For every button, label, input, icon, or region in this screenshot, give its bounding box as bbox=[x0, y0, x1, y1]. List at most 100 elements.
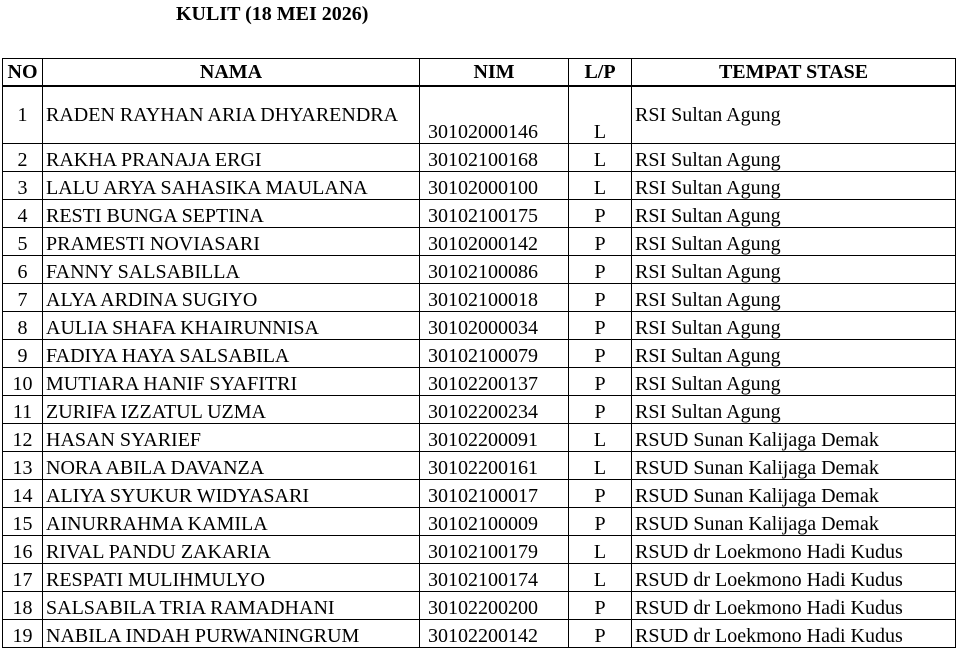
table-row: 11 ZURIFA IZZATUL UZMA 30102200234 P RSI Sul… bbox=[2, 395, 956, 424]
row-number: 12 bbox=[2, 423, 43, 452]
table-row: 19 NABILA INDAH PURWANINGRUM 30102200142 P R… bbox=[2, 619, 956, 648]
student-name: RADEN RAYHAN ARIA DHYARENDRA bbox=[42, 85, 420, 144]
student-name: HASAN SYARIEF bbox=[42, 423, 420, 452]
student-name: ALIYA SYUKUR WIDYASARI bbox=[42, 479, 420, 508]
student-id: 30102100168 bbox=[419, 143, 569, 172]
row-number: 11 bbox=[2, 395, 43, 424]
student-name: FANNY SALSABILLA bbox=[42, 255, 420, 284]
gender: P bbox=[568, 479, 632, 508]
placement: RSI Sultan Agung bbox=[631, 339, 956, 368]
placement: RSI Sultan Agung bbox=[631, 199, 956, 228]
placement: RSI Sultan Agung bbox=[631, 395, 956, 424]
placement: RSI Sultan Agung bbox=[631, 283, 956, 312]
student-id: 30102100018 bbox=[419, 283, 569, 312]
student-name: PRAMESTI NOVIASARI bbox=[42, 227, 420, 256]
header-cell: NAMA bbox=[42, 58, 420, 87]
table-row: 10 MUTIARA HANIF SYAFITRI 30102200137 P RSI … bbox=[2, 367, 956, 396]
student-id: 30102200234 bbox=[419, 395, 569, 424]
gender: L bbox=[568, 171, 632, 200]
row-number: 2 bbox=[2, 143, 43, 172]
student-name: MUTIARA HANIF SYAFITRI bbox=[42, 367, 420, 396]
student-name: AINURRAHMA KAMILA bbox=[42, 507, 420, 536]
table-row: 14 ALIYA SYUKUR WIDYASARI 30102100017 P RSUD… bbox=[2, 479, 956, 508]
placement: RSUD dr Loekmono Hadi Kudus bbox=[631, 563, 956, 592]
table-row: 18 SALSABILA TRIA RAMADHANI 30102200200 P RS… bbox=[2, 591, 956, 620]
row-number: 8 bbox=[2, 311, 43, 340]
placement: RSUD dr Loekmono Hadi Kudus bbox=[631, 619, 956, 648]
table-row: 16 RIVAL PANDU ZAKARIA 30102100179 L RSUD dr… bbox=[2, 535, 956, 564]
row-number: 15 bbox=[2, 507, 43, 536]
student-name: ZURIFA IZZATUL UZMA bbox=[42, 395, 420, 424]
table-row: 12 HASAN SYARIEF 30102200091 L RSUD Sunan Ka… bbox=[2, 423, 956, 452]
student-name: RAKHA PRANAJA ERGI bbox=[42, 143, 420, 172]
row-number: 5 bbox=[2, 227, 43, 256]
student-id: 30102000034 bbox=[419, 311, 569, 340]
gender: P bbox=[568, 199, 632, 228]
placement: RSUD dr Loekmono Hadi Kudus bbox=[631, 535, 956, 564]
table-row: 13 NORA ABILA DAVANZA 30102200161 L RSUD Sun… bbox=[2, 451, 956, 480]
gender: P bbox=[568, 395, 632, 424]
row-number: 14 bbox=[2, 479, 43, 508]
student-name: FADIYA HAYA SALSABILA bbox=[42, 339, 420, 368]
gender: L bbox=[568, 451, 632, 480]
title: KULIT (18 MEI 2026) bbox=[176, 3, 369, 25]
student-id: 30102000100 bbox=[419, 171, 569, 200]
table-row: 9 FADIYA HAYA SALSABILA 30102100079 P RSI Su… bbox=[2, 339, 956, 368]
placement: RSUD Sunan Kalijaga Demak bbox=[631, 479, 956, 508]
gender: L bbox=[568, 143, 632, 172]
gender: P bbox=[568, 507, 632, 536]
student-name: RESTI BUNGA SEPTINA bbox=[42, 199, 420, 228]
gender: L bbox=[568, 563, 632, 592]
student-id: 30102100179 bbox=[419, 535, 569, 564]
student-name: NORA ABILA DAVANZA bbox=[42, 451, 420, 480]
table-row: 1 RADEN RAYHAN ARIA DHYARENDRA 30102000146… bbox=[2, 85, 956, 144]
placement: RSI Sultan Agung bbox=[631, 255, 956, 284]
header-cell: NO bbox=[2, 58, 43, 87]
student-id: 30102000142 bbox=[419, 227, 569, 256]
student-id: 30102100079 bbox=[419, 339, 569, 368]
student-name: ALYA ARDINA SUGIYO bbox=[42, 283, 420, 312]
placement: RSUD Sunan Kalijaga Demak bbox=[631, 451, 956, 480]
student-id: 30102200091 bbox=[419, 423, 569, 452]
student-id: 30102200137 bbox=[419, 367, 569, 396]
row-number: 4 bbox=[2, 199, 43, 228]
table-row: 2 RAKHA PRANAJA ERGI 30102100168 L RSI Sulta… bbox=[2, 143, 956, 172]
student-table: NO NAMA NIM L/P TEMPAT STASE 1 RADEN RAYHAN A… bbox=[2, 58, 956, 648]
header-row: NO NAMA NIM L/P TEMPAT STASE bbox=[2, 58, 956, 87]
student-id: 30102100017 bbox=[419, 479, 569, 508]
header-cell: L/P bbox=[568, 58, 632, 87]
student-name: AULIA SHAFA KHAIRUNNISA bbox=[42, 311, 420, 340]
gender: P bbox=[568, 367, 632, 396]
row-number: 10 bbox=[2, 367, 43, 396]
student-id: 30102100174 bbox=[419, 563, 569, 592]
gender: P bbox=[568, 591, 632, 620]
gender: L bbox=[568, 85, 632, 144]
table-row: 15 AINURRAHMA KAMILA 30102100009 P RSUD Suna… bbox=[2, 507, 956, 536]
table-row: 17 RESPATI MULIHMULYO 30102100174 L RSUD dr … bbox=[2, 563, 956, 592]
placement: RSI Sultan Agung bbox=[631, 171, 956, 200]
row-number: 18 bbox=[2, 591, 43, 620]
row-number: 19 bbox=[2, 619, 43, 648]
placement: RSI Sultan Agung bbox=[631, 367, 956, 396]
student-id: 30102100009 bbox=[419, 507, 569, 536]
student-id: 30102100175 bbox=[419, 199, 569, 228]
row-number: 17 bbox=[2, 563, 43, 592]
gender: P bbox=[568, 311, 632, 340]
gender: P bbox=[568, 227, 632, 256]
placement: RSI Sultan Agung bbox=[631, 311, 956, 340]
student-id: 30102200200 bbox=[419, 591, 569, 620]
student-name: NABILA INDAH PURWANINGRUM bbox=[42, 619, 420, 648]
gender: P bbox=[568, 619, 632, 648]
row-number: 9 bbox=[2, 339, 43, 368]
row-number: 1 bbox=[2, 85, 43, 144]
student-id: 30102100086 bbox=[419, 255, 569, 284]
row-number: 16 bbox=[2, 535, 43, 564]
table-row: 8 AULIA SHAFA KHAIRUNNISA 30102000034 P RSI … bbox=[2, 311, 956, 340]
gender: P bbox=[568, 283, 632, 312]
placement: RSI Sultan Agung bbox=[631, 143, 956, 172]
student-name: RIVAL PANDU ZAKARIA bbox=[42, 535, 420, 564]
placement: RSI Sultan Agung bbox=[631, 227, 956, 256]
row-number: 13 bbox=[2, 451, 43, 480]
student-id: 30102000146 bbox=[419, 85, 569, 144]
placement: RSUD Sunan Kalijaga Demak bbox=[631, 423, 956, 452]
